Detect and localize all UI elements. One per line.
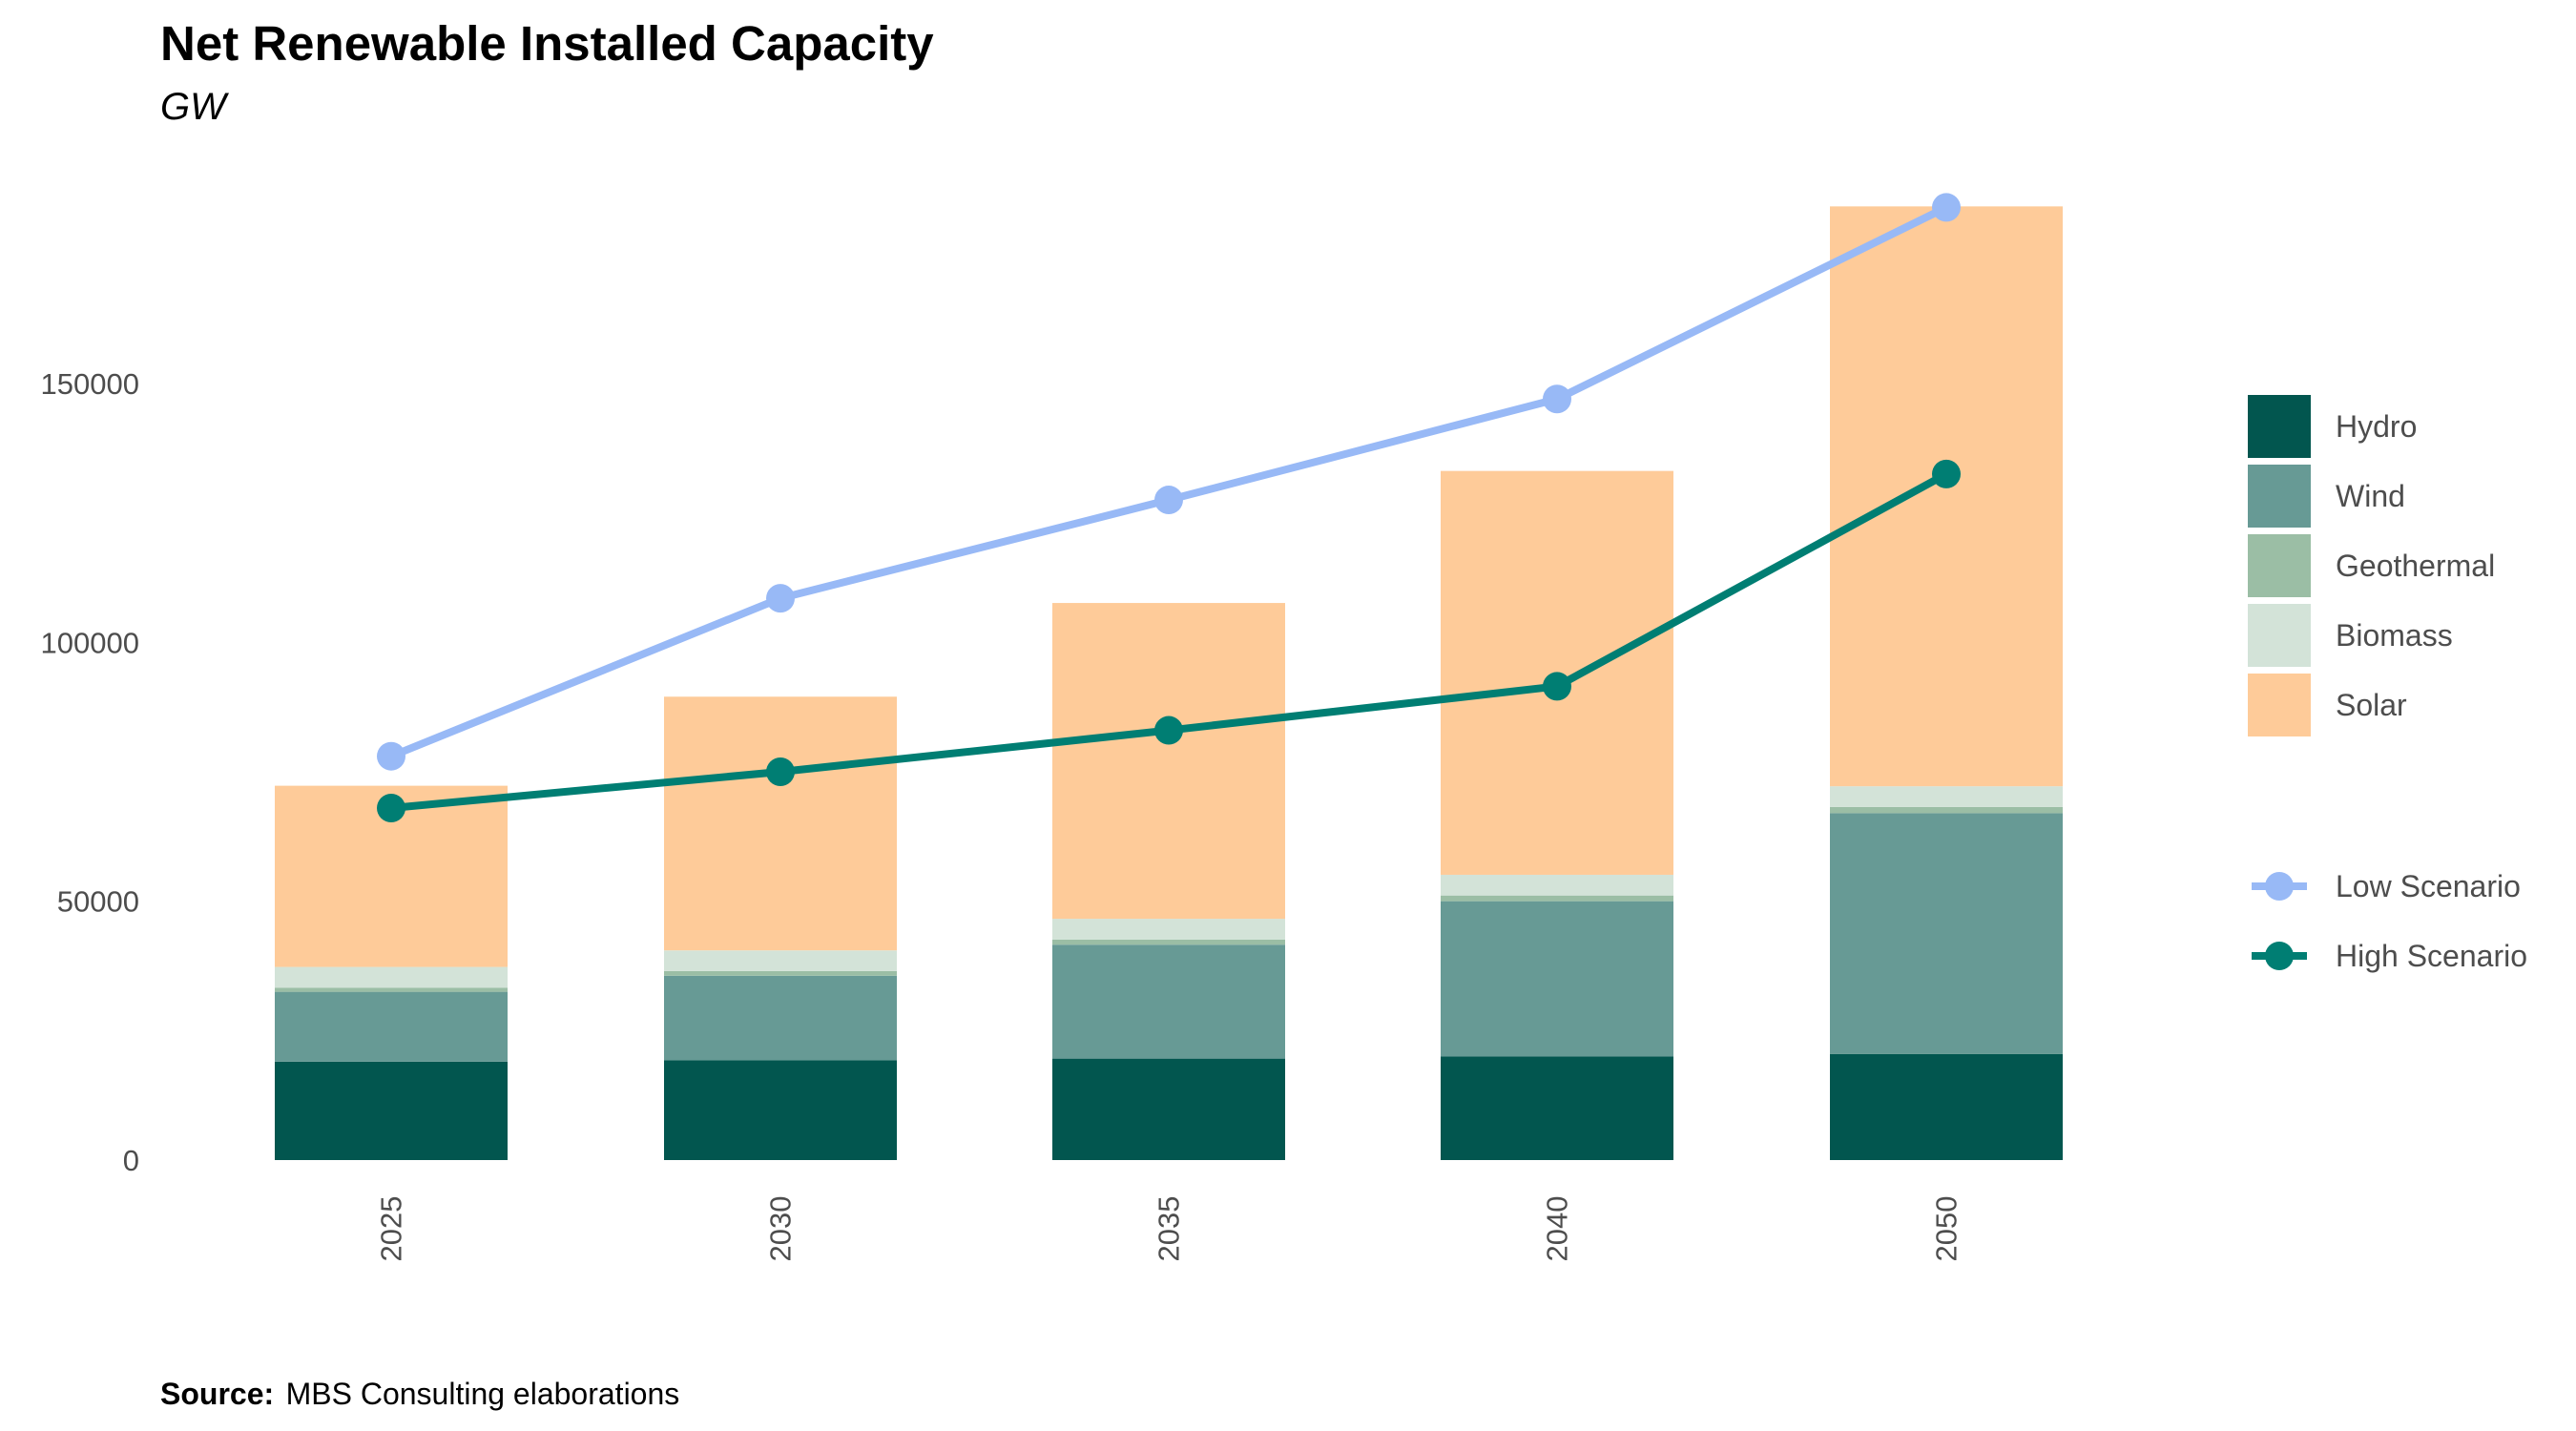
- point-low-scenario-2035: [1154, 486, 1183, 515]
- legend-swatch-biomass: [2248, 604, 2311, 667]
- point-high-scenario-2050: [1932, 459, 1961, 488]
- x-tick-label-0: 2025: [375, 1196, 408, 1262]
- bar-hydro-2030: [664, 1060, 897, 1160]
- bar-wind-2030: [664, 975, 897, 1061]
- x-axis: 2025 2030 2035 2040 2050: [375, 1196, 1963, 1262]
- bars: [275, 206, 2063, 1160]
- bar-biomass-2025: [275, 966, 508, 988]
- x-tick-label-4: 2050: [1930, 1196, 1963, 1262]
- bar-wind-2035: [1052, 944, 1285, 1059]
- legend-swatch-wind: [2248, 465, 2311, 528]
- y-tick-label-3: 150000: [41, 367, 139, 401]
- x-tick-label-1: 2030: [764, 1196, 798, 1262]
- bar-wind-2040: [1441, 901, 1673, 1057]
- legend-point-low-scenario: [2265, 872, 2294, 901]
- point-low-scenario-2040: [1543, 384, 1571, 414]
- bar-hydro-2025: [275, 1061, 508, 1160]
- chart-title: Net Renewable Installed Capacity: [160, 16, 934, 71]
- bar-geothermal-2035: [1052, 939, 1285, 945]
- source-text: MBS Consulting elaborations: [286, 1377, 680, 1411]
- bar-wind-2050: [1830, 813, 2063, 1054]
- point-high-scenario-2035: [1154, 716, 1183, 745]
- y-tick-label-0: 0: [123, 1144, 139, 1177]
- bar-hydro-2035: [1052, 1058, 1285, 1160]
- point-high-scenario-2030: [766, 757, 795, 786]
- legend-swatch-geothermal: [2248, 534, 2311, 597]
- source-label: Source:: [160, 1377, 274, 1411]
- legend-swatch-hydro: [2248, 395, 2311, 458]
- y-tick-label-1: 50000: [57, 885, 139, 919]
- bar-geothermal-2025: [275, 987, 508, 992]
- bar-geothermal-2050: [1830, 806, 2063, 814]
- legend-point-high-scenario: [2265, 942, 2294, 970]
- x-tick-label-2: 2035: [1153, 1196, 1186, 1262]
- legend-label-wind: Wind: [2336, 479, 2405, 513]
- bar-geothermal-2040: [1441, 895, 1673, 902]
- bar-solar-2035: [1052, 603, 1285, 920]
- point-low-scenario-2050: [1932, 193, 1961, 222]
- bar-geothermal-2030: [664, 970, 897, 976]
- bar-solar-2050: [1830, 206, 2063, 787]
- legend-label-hydro: Hydro: [2336, 409, 2417, 444]
- legend: Hydro Wind Geothermal Biomass Solar Low Scena…: [2248, 395, 2527, 973]
- lines: [377, 193, 1961, 822]
- chart-subtitle: GW: [160, 86, 229, 128]
- legend-label-low-scenario: Low Scenario: [2336, 869, 2521, 903]
- bar-solar-2030: [664, 696, 897, 951]
- source-note: Source: MBS Consulting elaborations: [160, 1377, 679, 1411]
- legend-label-high-scenario: High Scenario: [2336, 939, 2527, 973]
- point-high-scenario-2040: [1543, 672, 1571, 701]
- bar-hydro-2040: [1441, 1056, 1673, 1160]
- bar-biomass-2050: [1830, 786, 2063, 807]
- bar-wind-2025: [275, 991, 508, 1062]
- y-tick-label-2: 100000: [41, 626, 139, 659]
- bar-biomass-2035: [1052, 919, 1285, 940]
- x-tick-label-3: 2040: [1541, 1196, 1574, 1262]
- point-low-scenario-2030: [766, 584, 795, 613]
- legend-label-biomass: Biomass: [2336, 618, 2453, 653]
- legend-swatch-solar: [2248, 674, 2311, 736]
- legend-label-geothermal: Geothermal: [2336, 549, 2495, 583]
- bar-biomass-2040: [1441, 874, 1673, 896]
- point-high-scenario-2025: [377, 793, 405, 822]
- legend-label-solar: Solar: [2336, 688, 2407, 722]
- bar-hydro-2050: [1830, 1053, 2063, 1160]
- y-axis: 0 50000 100000 150000: [41, 367, 139, 1177]
- bar-biomass-2030: [664, 950, 897, 971]
- point-low-scenario-2025: [377, 741, 405, 771]
